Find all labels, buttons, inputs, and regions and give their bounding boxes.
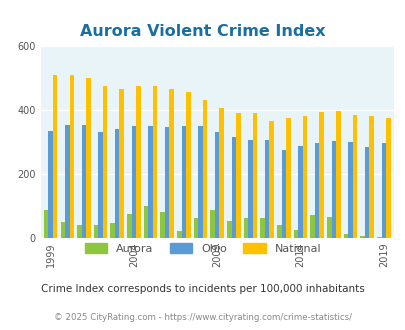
Bar: [369, 116, 373, 238]
Bar: [310, 215, 314, 238]
Bar: [335, 111, 340, 238]
Bar: [119, 89, 124, 238]
Bar: [110, 223, 115, 238]
Bar: [331, 141, 335, 238]
Bar: [86, 78, 90, 238]
Bar: [143, 206, 148, 238]
Bar: [44, 210, 48, 238]
Bar: [286, 118, 290, 238]
Bar: [352, 115, 356, 238]
Bar: [298, 146, 302, 238]
Bar: [248, 140, 252, 238]
Text: Crime Index corresponds to incidents per 100,000 inhabitants: Crime Index corresponds to incidents per…: [41, 284, 364, 294]
Bar: [102, 86, 107, 238]
Bar: [181, 126, 185, 238]
Bar: [94, 225, 98, 238]
Bar: [77, 225, 81, 238]
Bar: [314, 143, 319, 238]
Bar: [347, 142, 352, 238]
Bar: [385, 118, 390, 238]
Bar: [214, 132, 219, 238]
Bar: [326, 217, 331, 238]
Bar: [115, 129, 119, 238]
Bar: [81, 125, 86, 238]
Bar: [302, 116, 307, 238]
Bar: [210, 211, 214, 238]
Bar: [198, 126, 202, 238]
Bar: [131, 126, 136, 238]
Bar: [152, 86, 157, 238]
Bar: [202, 100, 207, 238]
Bar: [231, 137, 236, 238]
Bar: [185, 92, 190, 238]
Bar: [53, 75, 57, 238]
Bar: [243, 217, 248, 238]
Bar: [164, 127, 169, 238]
Bar: [293, 230, 298, 238]
Bar: [226, 221, 231, 238]
Bar: [48, 131, 53, 238]
Text: © 2025 CityRating.com - https://www.cityrating.com/crime-statistics/: © 2025 CityRating.com - https://www.city…: [54, 313, 351, 322]
Text: Aurora Violent Crime Index: Aurora Violent Crime Index: [80, 24, 325, 39]
Bar: [177, 231, 181, 238]
Bar: [69, 75, 74, 238]
Bar: [252, 113, 257, 238]
Bar: [376, 237, 381, 238]
Bar: [343, 234, 347, 238]
Bar: [219, 108, 224, 238]
Bar: [269, 121, 273, 238]
Bar: [60, 222, 65, 238]
Legend: Aurora, Ohio, National: Aurora, Ohio, National: [80, 239, 325, 258]
Bar: [193, 218, 198, 238]
Bar: [65, 125, 69, 238]
Bar: [319, 112, 323, 238]
Bar: [160, 212, 164, 238]
Bar: [236, 113, 240, 238]
Bar: [136, 86, 140, 238]
Bar: [169, 89, 174, 238]
Bar: [277, 225, 281, 238]
Bar: [98, 132, 102, 238]
Bar: [381, 144, 385, 238]
Bar: [127, 214, 131, 238]
Bar: [260, 217, 264, 238]
Bar: [281, 150, 286, 238]
Bar: [364, 147, 369, 238]
Bar: [148, 126, 152, 238]
Bar: [360, 236, 364, 238]
Bar: [264, 140, 269, 238]
